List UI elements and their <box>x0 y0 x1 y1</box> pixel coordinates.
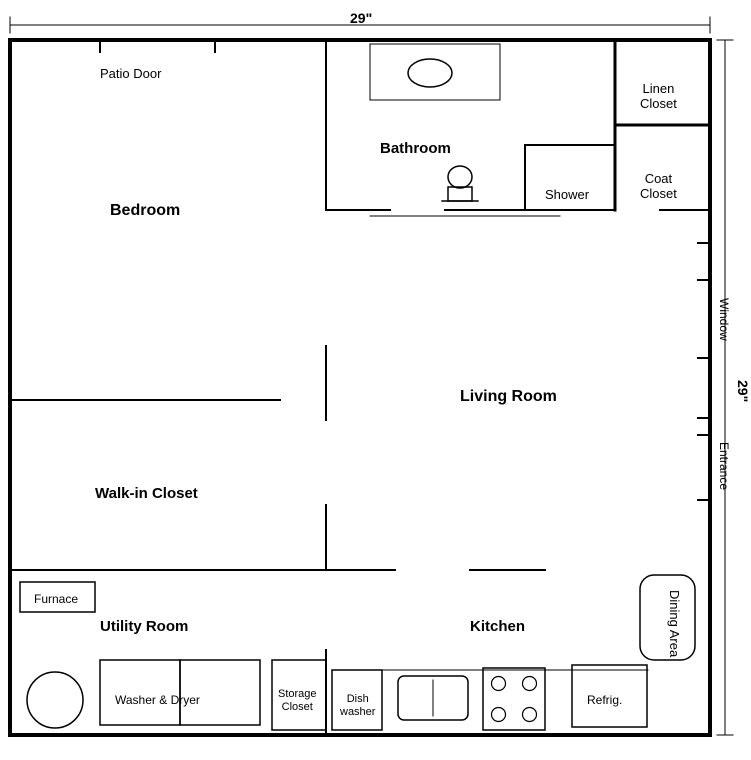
label-kitchen: Kitchen <box>470 618 525 635</box>
label-washer-dryer: Washer & Dryer <box>115 694 200 708</box>
label-walk-in-closet: Walk-in Closet <box>95 485 198 502</box>
label-dish-washer: Dish washer <box>340 693 375 718</box>
label-refrig: Refrig. <box>587 694 622 708</box>
label-bathroom: Bathroom <box>380 140 451 157</box>
label-utility-room: Utility Room <box>100 618 188 635</box>
label-bedroom: Bedroom <box>110 202 180 220</box>
label-window: Window <box>716 298 730 341</box>
label-furnace: Furnace <box>34 593 78 607</box>
label-shower: Shower <box>545 188 589 203</box>
floor-plan-svg <box>0 0 751 760</box>
dimension-top-label: 29" <box>350 10 372 26</box>
label-patio-door: Patio Door <box>100 67 161 82</box>
label-dining-area: Dining Area <box>666 590 681 657</box>
label-linen-closet: Linen Closet <box>640 82 677 112</box>
label-entrance: Entrance <box>716 442 730 490</box>
dimension-right-label: 29" <box>735 380 751 402</box>
floor-plan: 29" 29" Bedroom Bathroom Linen Closet Co… <box>0 0 751 760</box>
label-living-room: Living Room <box>460 388 557 406</box>
label-coat-closet: Coat Closet <box>640 172 677 202</box>
label-storage-closet: Storage Closet <box>278 688 317 713</box>
